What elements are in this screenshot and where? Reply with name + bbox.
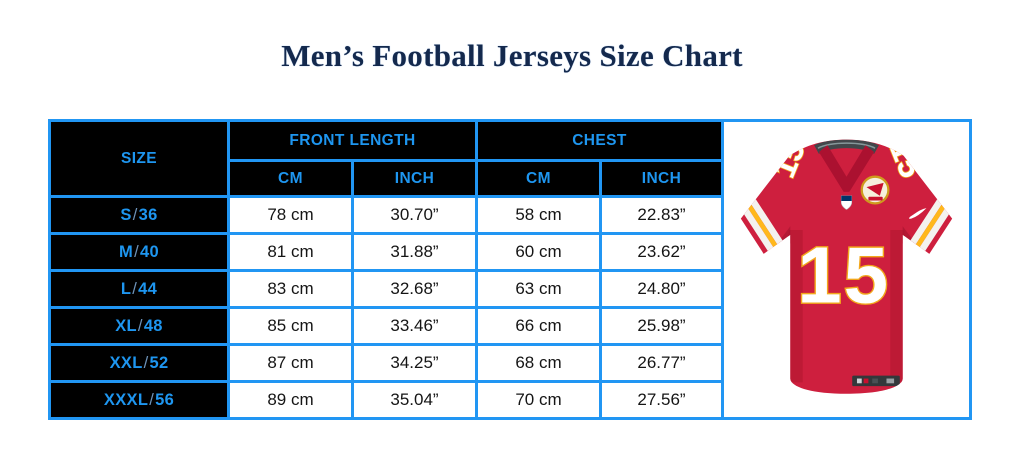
chest-inch-cell: 26.77”: [602, 346, 721, 380]
size-separator: /: [132, 205, 138, 224]
chest-header: CHEST: [478, 122, 721, 159]
chest-inch-header: INCH: [602, 162, 721, 195]
front-length-inch-cell: 33.46”: [354, 309, 475, 343]
size-cell: L/44: [51, 272, 227, 306]
size-number: 40: [139, 242, 159, 261]
size-code: XXL: [109, 353, 143, 372]
sleeve-stripes-left: [740, 195, 790, 260]
chest-inch-cell: 25.98”: [602, 309, 721, 343]
size-chart-table: SIZE FRONT LENGTH CHEST CM INCH CM INCH: [48, 119, 972, 420]
sleeve-stripes-right: [903, 195, 953, 260]
front-length-inch-cell: 34.25”: [354, 346, 475, 380]
jersey-image-cell: 15 15 15: [724, 122, 969, 417]
jock-tag: [852, 375, 900, 386]
chest-number: 15: [797, 230, 890, 319]
front-inch-header: INCH: [354, 162, 475, 195]
size-number: 56: [155, 390, 175, 409]
size-code: M: [119, 242, 134, 261]
size-number: 48: [143, 316, 163, 335]
size-cell: XL/48: [51, 309, 227, 343]
front-length-header: FRONT LENGTH: [230, 122, 475, 159]
size-separator: /: [134, 242, 139, 261]
jersey-image: 15 15 15: [740, 139, 953, 394]
front-length-cm-cell: 87 cm: [230, 346, 351, 380]
chest-inch-cell: 22.83”: [602, 198, 721, 232]
chest-inch-cell: 23.62”: [602, 235, 721, 269]
chest-cm-header: CM: [478, 162, 599, 195]
nfl-logo-icon: [840, 194, 853, 210]
front-length-cm-cell: 81 cm: [230, 235, 351, 269]
size-column-header: SIZE: [51, 122, 227, 195]
front-length-inch-cell: 32.68”: [354, 272, 475, 306]
front-length-inch-cell: 35.04”: [354, 383, 475, 417]
chest-cm-cell: 66 cm: [478, 309, 599, 343]
size-number: 36: [138, 205, 158, 224]
size-code: XL: [115, 316, 137, 335]
chest-inch-cell: 24.80”: [602, 272, 721, 306]
side-panel-right: [890, 229, 905, 382]
chest-cm-cell: 58 cm: [478, 198, 599, 232]
size-number: 52: [149, 353, 169, 372]
size-cell: XXL/52: [51, 346, 227, 380]
front-length-cm-cell: 83 cm: [230, 272, 351, 306]
front-length-cm-cell: 85 cm: [230, 309, 351, 343]
nike-swoosh-icon: [909, 207, 927, 219]
size-separator: /: [143, 353, 149, 372]
front-length-cm-cell: 78 cm: [230, 198, 351, 232]
size-code: L: [120, 279, 132, 298]
collar-band: [814, 139, 879, 154]
front-length-inch-cell: 30.70”: [354, 198, 475, 232]
size-code: S: [120, 205, 132, 224]
chest-cm-cell: 70 cm: [478, 383, 599, 417]
front-length-cm-cell: 89 cm: [230, 383, 351, 417]
size-number: 44: [138, 279, 158, 298]
v-neck: [818, 144, 875, 192]
front-length-inch-cell: 31.88”: [354, 235, 475, 269]
team-patch-icon: [860, 175, 890, 204]
chest-inch-cell: 27.56”: [602, 383, 721, 417]
chest-cm-cell: 60 cm: [478, 235, 599, 269]
collar-stripe: [817, 141, 876, 149]
size-separator: /: [149, 390, 155, 409]
side-panel-left: [788, 229, 803, 382]
page-title: Men’s Football Jerseys Size Chart: [281, 38, 743, 73]
size-code: XXXL: [103, 390, 149, 409]
size-cell: S/36: [51, 198, 227, 232]
size-separator: /: [132, 279, 138, 298]
chest-cm-cell: 68 cm: [478, 346, 599, 380]
size-cell: M/40: [51, 235, 227, 269]
chest-cm-cell: 63 cm: [478, 272, 599, 306]
front-cm-header: CM: [230, 162, 351, 195]
size-separator: /: [137, 316, 143, 335]
size-cell: XXXL/56: [51, 383, 227, 417]
